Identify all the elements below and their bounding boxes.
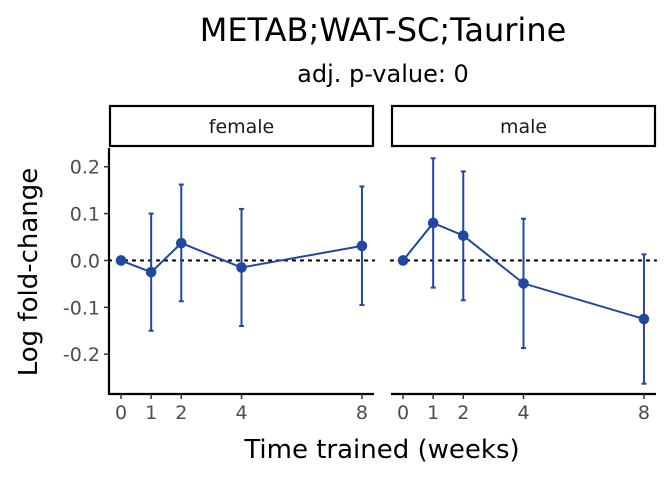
- data-point: [638, 313, 650, 325]
- x-axis-title: Time trained (weeks): [243, 435, 519, 465]
- chart-title: METAB;WAT-SC;Taurine: [200, 11, 567, 49]
- y-tick-label: 0.0: [70, 250, 100, 272]
- x-tick-label: 8: [356, 402, 368, 424]
- strip-box: [390, 104, 657, 148]
- strip-label: female: [209, 116, 275, 138]
- data-point: [356, 240, 368, 252]
- data-point: [175, 237, 187, 249]
- panel-female: female 0.2 0.1 0.0 -0.1 -0.2 0 1 2 4 8: [63, 104, 376, 424]
- chart-subtitle: adj. p-value: 0: [297, 60, 469, 88]
- x-tick-label: 8: [638, 402, 650, 424]
- strip-label: male: [500, 116, 547, 138]
- data-point: [115, 255, 127, 266]
- y-tick-label: 0.2: [70, 157, 100, 179]
- data-point: [145, 266, 157, 278]
- data-point: [457, 230, 469, 241]
- x-tick-label: 1: [427, 402, 439, 424]
- x-tick-label: 2: [175, 402, 187, 424]
- x-tick-label: 0: [397, 402, 409, 424]
- x-tick-label: 4: [235, 402, 247, 424]
- data-point: [518, 278, 529, 289]
- x-tick-label: 4: [517, 402, 529, 424]
- x-tick-label: 1: [145, 402, 157, 424]
- data-point: [397, 255, 409, 266]
- data-point: [236, 262, 247, 273]
- data-point: [427, 217, 439, 229]
- x-tick-label: 0: [115, 402, 127, 424]
- panel-male: male 0 1 2 4 8: [389, 104, 658, 424]
- y-tick-label: -0.2: [63, 344, 100, 366]
- x-tick-label: 2: [457, 402, 469, 424]
- y-tick-label: 0.1: [70, 204, 100, 226]
- strip-box: [108, 104, 375, 148]
- y-tick-label: -0.1: [63, 297, 100, 319]
- y-axis-title: Log fold-change: [14, 168, 44, 377]
